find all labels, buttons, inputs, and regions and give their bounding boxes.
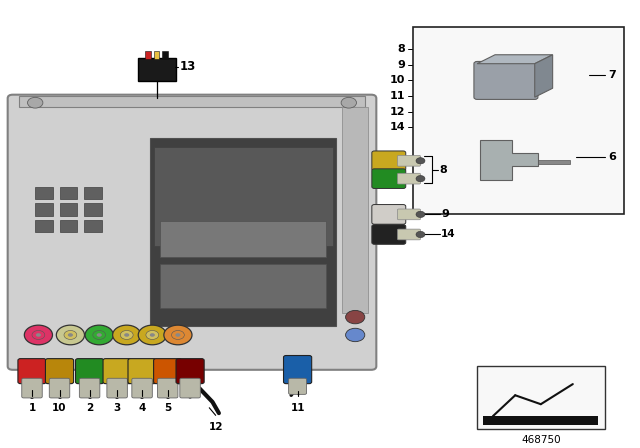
Bar <box>60 187 77 199</box>
Text: 10: 10 <box>390 75 405 86</box>
Bar <box>483 416 598 425</box>
Text: 5: 5 <box>164 403 172 414</box>
FancyBboxPatch shape <box>397 173 420 184</box>
Circle shape <box>172 331 184 340</box>
Bar <box>150 138 336 326</box>
Bar <box>154 52 159 60</box>
Text: 9: 9 <box>441 209 449 220</box>
Text: 1: 1 <box>28 403 36 414</box>
Circle shape <box>341 97 356 108</box>
FancyBboxPatch shape <box>284 356 312 383</box>
Circle shape <box>146 331 159 340</box>
Text: 13: 13 <box>179 60 195 73</box>
Text: 468750: 468750 <box>521 435 561 445</box>
Bar <box>84 220 102 232</box>
Circle shape <box>28 97 43 108</box>
Text: 8: 8 <box>397 44 405 54</box>
Circle shape <box>346 310 365 324</box>
Circle shape <box>68 333 73 337</box>
FancyBboxPatch shape <box>372 169 406 189</box>
Text: 9: 9 <box>397 60 405 70</box>
Text: 14: 14 <box>390 122 405 132</box>
Text: 8: 8 <box>440 165 447 175</box>
Text: 3: 3 <box>113 403 121 414</box>
Bar <box>342 107 368 313</box>
FancyBboxPatch shape <box>397 209 420 220</box>
FancyBboxPatch shape <box>8 95 376 370</box>
FancyBboxPatch shape <box>289 378 307 394</box>
Text: 10: 10 <box>52 403 67 414</box>
Bar <box>145 52 151 60</box>
Polygon shape <box>477 55 553 64</box>
Bar <box>154 147 333 246</box>
FancyBboxPatch shape <box>157 378 178 398</box>
Circle shape <box>120 331 133 340</box>
Bar <box>538 160 570 164</box>
Circle shape <box>416 231 425 237</box>
Text: 2: 2 <box>86 403 93 414</box>
Circle shape <box>32 331 45 340</box>
Bar <box>60 220 77 232</box>
FancyBboxPatch shape <box>22 378 42 398</box>
Circle shape <box>97 333 102 337</box>
Bar <box>413 27 624 215</box>
Circle shape <box>416 176 425 182</box>
FancyBboxPatch shape <box>372 224 406 244</box>
Circle shape <box>64 331 77 340</box>
Circle shape <box>124 333 129 337</box>
FancyBboxPatch shape <box>176 359 204 383</box>
Text: 11: 11 <box>390 91 405 101</box>
Circle shape <box>416 211 425 218</box>
Bar <box>477 366 605 429</box>
FancyBboxPatch shape <box>397 229 420 240</box>
Polygon shape <box>480 139 538 180</box>
Circle shape <box>346 328 365 342</box>
FancyBboxPatch shape <box>138 58 176 81</box>
Circle shape <box>93 331 106 340</box>
Bar <box>84 203 102 216</box>
Text: 11: 11 <box>291 403 305 414</box>
Circle shape <box>416 158 425 164</box>
FancyBboxPatch shape <box>372 151 406 171</box>
Text: 7: 7 <box>608 70 616 80</box>
Bar <box>35 203 53 216</box>
Circle shape <box>150 333 155 337</box>
FancyBboxPatch shape <box>397 155 420 166</box>
FancyBboxPatch shape <box>45 359 74 383</box>
FancyBboxPatch shape <box>18 359 46 383</box>
Text: 4: 4 <box>138 403 146 414</box>
FancyBboxPatch shape <box>372 205 406 224</box>
Circle shape <box>85 325 113 345</box>
Bar <box>35 220 53 232</box>
FancyBboxPatch shape <box>132 378 152 398</box>
FancyBboxPatch shape <box>180 378 200 398</box>
Polygon shape <box>535 55 553 97</box>
Circle shape <box>56 325 84 345</box>
Text: 12: 12 <box>209 422 223 432</box>
Circle shape <box>36 333 41 337</box>
FancyBboxPatch shape <box>474 61 538 99</box>
Circle shape <box>164 325 192 345</box>
Bar <box>162 52 168 60</box>
Text: 6: 6 <box>608 152 616 162</box>
FancyBboxPatch shape <box>128 359 156 383</box>
FancyBboxPatch shape <box>107 378 127 398</box>
Circle shape <box>175 333 180 337</box>
Circle shape <box>138 325 166 345</box>
Bar <box>60 203 77 216</box>
FancyBboxPatch shape <box>154 359 182 383</box>
FancyBboxPatch shape <box>49 378 70 398</box>
FancyBboxPatch shape <box>103 359 131 383</box>
FancyBboxPatch shape <box>79 378 100 398</box>
Bar <box>160 221 326 257</box>
Bar <box>19 96 365 107</box>
Circle shape <box>113 325 141 345</box>
Circle shape <box>24 325 52 345</box>
FancyBboxPatch shape <box>76 359 104 383</box>
Bar <box>160 263 326 308</box>
Bar <box>84 187 102 199</box>
Text: 14: 14 <box>441 229 456 240</box>
Bar <box>35 187 53 199</box>
Text: 12: 12 <box>390 107 405 116</box>
